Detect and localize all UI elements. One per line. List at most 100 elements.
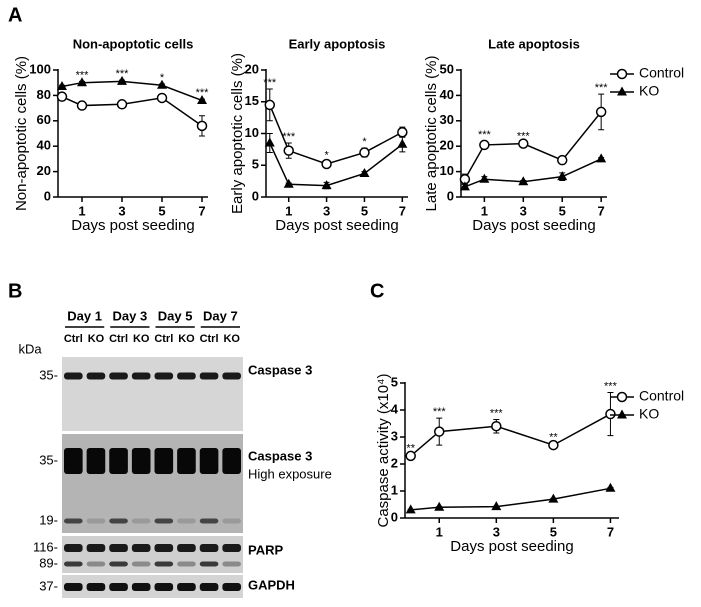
blot-band — [222, 448, 241, 474]
marker — [459, 181, 470, 191]
x-tick-label: 7 — [607, 524, 614, 539]
blot-label: GAPDH — [248, 577, 295, 592]
chart-title: Early apoptosis — [289, 36, 386, 51]
mw-marker: 19- — [39, 512, 58, 527]
x-tick-label: 3 — [520, 203, 527, 218]
significance: * — [362, 136, 367, 148]
y-tick-label: 2 — [391, 455, 398, 470]
y-axis-label: Caspase activity (x10⁴) — [375, 373, 392, 527]
x-axis-label: Days post seeding — [71, 217, 194, 234]
blot-band — [177, 544, 196, 552]
y-tick-label: 40 — [37, 138, 51, 153]
marker — [548, 439, 559, 451]
marker — [491, 420, 502, 432]
legend-label: Control — [639, 388, 684, 404]
marker — [556, 154, 568, 166]
x-tick-label: 3 — [493, 524, 500, 539]
blot-band — [222, 518, 241, 524]
blot-band — [86, 561, 106, 567]
significance: ** — [406, 442, 415, 454]
lane-label: Ctrl — [109, 333, 128, 345]
blot-band — [177, 518, 196, 524]
marker — [76, 100, 88, 111]
marker — [117, 75, 127, 85]
marker — [605, 482, 616, 492]
y-tick-label: 10 — [440, 163, 454, 178]
blot-band — [131, 448, 151, 474]
y-axis-label: Late apoptotic cells (%) — [423, 56, 440, 212]
blot-band — [199, 518, 219, 524]
blot-band — [131, 544, 151, 552]
blot-band — [64, 448, 83, 474]
marker — [116, 99, 128, 110]
marker — [283, 178, 294, 188]
y-tick-label: 50 — [440, 61, 454, 76]
day-label: Day 3 — [113, 308, 148, 323]
blot-band — [131, 518, 151, 524]
blot-band — [154, 544, 174, 552]
marker — [557, 171, 568, 181]
marker — [156, 92, 168, 104]
blot-band — [154, 518, 174, 524]
mw-marker: 35- — [39, 367, 58, 382]
legend-label: Control — [639, 65, 684, 81]
lane-label: KO — [133, 333, 150, 345]
x-tick-label: 5 — [550, 524, 557, 539]
marker — [434, 501, 445, 511]
y-tick-label: 40 — [440, 87, 454, 102]
blot-band — [177, 372, 196, 380]
marker — [491, 501, 502, 511]
blot-band — [64, 561, 83, 567]
chart-title: Late apoptosis — [488, 36, 580, 51]
panel-label: A — [8, 4, 22, 26]
blot-band — [109, 448, 128, 474]
lane-label: KO — [88, 333, 105, 345]
blot-band — [199, 561, 219, 567]
blot-band — [109, 372, 128, 380]
x-axis-label: Days post seeding — [450, 538, 573, 555]
marker — [264, 99, 276, 111]
marker — [197, 94, 207, 104]
significance: *** — [490, 407, 504, 419]
blot-band — [154, 561, 174, 567]
panel-label: C — [370, 280, 384, 302]
day-label: Day 1 — [67, 308, 102, 323]
x-tick-label: 1 — [436, 524, 443, 539]
significance: *** — [478, 129, 492, 141]
x-tick-label: 5 — [158, 203, 165, 218]
blot-band — [64, 544, 83, 552]
y-axis-label: Non-apoptotic cells (%) — [13, 56, 30, 211]
marker — [397, 126, 408, 138]
y-tick-label: 0 — [391, 509, 398, 524]
marker — [405, 450, 416, 462]
marker — [405, 504, 416, 514]
significance: *** — [263, 77, 277, 89]
significance: *** — [517, 130, 531, 142]
blot-label: Caspase 3 — [248, 448, 312, 463]
panel-label: B — [8, 280, 22, 302]
blot-band — [222, 561, 241, 567]
blot-band — [109, 561, 128, 567]
marker — [433, 426, 445, 437]
blot-band — [199, 544, 219, 552]
lane-label: KO — [223, 333, 240, 345]
marker — [548, 493, 559, 503]
mw-marker: 35- — [39, 452, 58, 467]
blot-band — [177, 448, 196, 474]
y-tick-label: 15 — [245, 93, 259, 108]
x-tick-label: 1 — [285, 203, 292, 218]
significance: *** — [282, 131, 296, 143]
marker — [359, 147, 370, 158]
blot-band — [177, 561, 196, 567]
x-tick-label: 7 — [598, 203, 605, 218]
marker — [321, 158, 332, 170]
significance: *** — [76, 69, 90, 81]
blot-band — [131, 372, 151, 380]
blot-band — [199, 448, 219, 474]
marker — [359, 168, 370, 178]
y-tick-label: 3 — [391, 428, 398, 443]
blot-band — [222, 544, 241, 552]
significance: *** — [595, 82, 609, 94]
significance: *** — [433, 406, 447, 418]
